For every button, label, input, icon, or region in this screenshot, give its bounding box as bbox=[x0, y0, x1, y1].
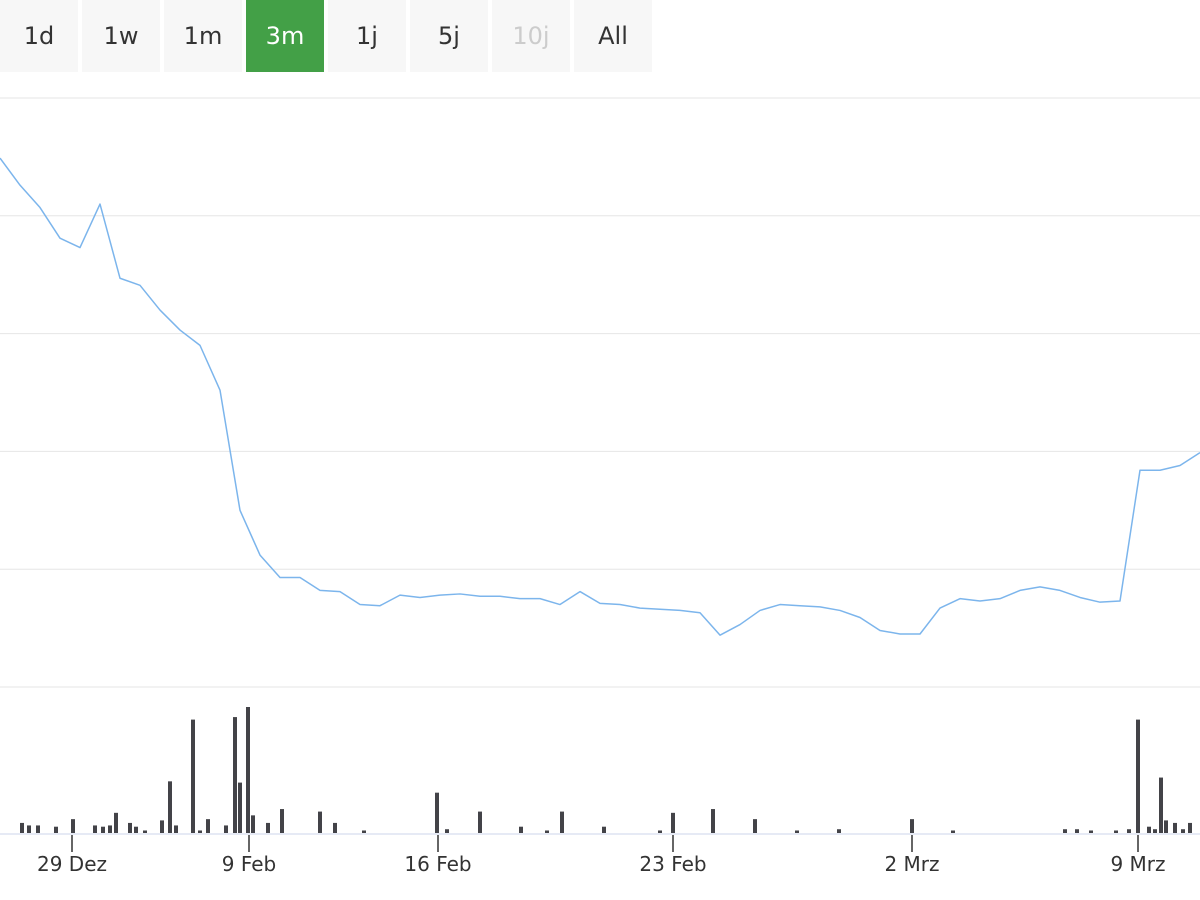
range-button[interactable]: 5j bbox=[410, 0, 488, 72]
volume-bar bbox=[1089, 830, 1093, 833]
volume-bar bbox=[1181, 829, 1185, 833]
x-tick-label: 16 Feb bbox=[404, 852, 471, 876]
volume-bar bbox=[545, 830, 549, 833]
x-tick-label: 23 Feb bbox=[639, 852, 706, 876]
volume-bar bbox=[318, 811, 322, 833]
volume-bar bbox=[753, 819, 757, 833]
volume-bar bbox=[362, 830, 366, 833]
volume-bar bbox=[1173, 822, 1177, 833]
volume-bar bbox=[1114, 830, 1118, 833]
x-tick-label: 29 Dez bbox=[37, 852, 107, 876]
volume-bar bbox=[519, 826, 523, 833]
volume-bar bbox=[251, 815, 255, 833]
range-button[interactable]: All bbox=[574, 0, 652, 72]
volume-bar bbox=[114, 812, 118, 833]
range-button[interactable]: 1w bbox=[82, 0, 160, 72]
volume-bar bbox=[174, 825, 178, 833]
price-line bbox=[0, 157, 1200, 636]
volume-bar bbox=[198, 830, 202, 833]
volume-bar bbox=[168, 781, 172, 833]
x-tick-label: 2 Mrz bbox=[884, 852, 939, 876]
range-button[interactable]: 1m bbox=[164, 0, 242, 72]
volume-bar bbox=[54, 826, 58, 833]
range-button[interactable]: 3m bbox=[246, 0, 324, 72]
volume-bar bbox=[128, 822, 132, 833]
volume-bar bbox=[1075, 829, 1079, 833]
volume-bar bbox=[280, 809, 284, 833]
volume-bar bbox=[602, 826, 606, 833]
volume-bar bbox=[71, 819, 75, 833]
volume-bar bbox=[36, 825, 40, 833]
volume-bar bbox=[93, 825, 97, 833]
volume-bar bbox=[191, 719, 195, 833]
range-button[interactable]: 1d bbox=[0, 0, 78, 72]
volume-bar bbox=[435, 792, 439, 833]
volume-bar bbox=[266, 822, 270, 833]
volume-bar bbox=[27, 825, 31, 833]
volume-bar bbox=[560, 811, 564, 833]
volume-bar bbox=[233, 717, 237, 833]
volume-bar bbox=[1127, 829, 1131, 833]
volume-bar bbox=[206, 819, 210, 833]
volume-bar bbox=[224, 825, 228, 833]
volume-bar bbox=[1164, 820, 1168, 833]
volume-bar bbox=[238, 782, 242, 833]
volume-bar bbox=[445, 829, 449, 833]
volume-bar bbox=[671, 812, 675, 833]
volume-bar bbox=[1188, 822, 1192, 833]
volume-bar bbox=[837, 829, 841, 833]
volume-bar bbox=[1153, 829, 1157, 833]
volume-bar bbox=[711, 809, 715, 833]
volume-bar bbox=[658, 830, 662, 833]
volume-bar bbox=[246, 707, 250, 833]
volume-bar bbox=[134, 826, 138, 833]
x-tick-label: 9 Feb bbox=[222, 852, 277, 876]
range-button: 10j bbox=[492, 0, 570, 72]
volume-bar bbox=[160, 820, 164, 833]
volume-bar bbox=[795, 830, 799, 833]
x-tick-label: 9 Mrz bbox=[1110, 852, 1165, 876]
volume-bar bbox=[101, 826, 105, 833]
range-button[interactable]: 1j bbox=[328, 0, 406, 72]
volume-bar bbox=[951, 830, 955, 833]
volume-bar bbox=[478, 811, 482, 833]
volume-bar bbox=[1159, 777, 1163, 833]
volume-bar bbox=[333, 822, 337, 833]
volume-bar bbox=[1136, 719, 1140, 833]
volume-bar bbox=[143, 830, 147, 833]
volume-bar bbox=[1063, 829, 1067, 833]
volume-bar bbox=[20, 822, 24, 833]
volume-bar bbox=[1147, 826, 1151, 833]
volume-bar bbox=[910, 819, 914, 833]
range-selector: 1d 1w 1m 3m 1j 5j 10j All bbox=[0, 0, 652, 72]
volume-bar bbox=[108, 825, 112, 833]
